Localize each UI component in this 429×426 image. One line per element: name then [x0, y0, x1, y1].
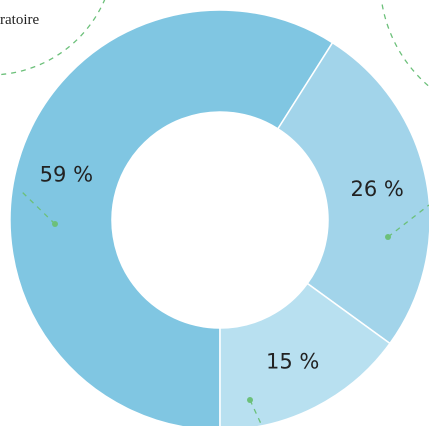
dot	[247, 397, 253, 403]
dot	[52, 221, 58, 227]
annotation: ratoire	[0, 12, 39, 28]
leader	[387, 204, 429, 238]
leader	[19, 189, 56, 225]
value-label: 26 %	[350, 177, 403, 201]
donut	[9, 9, 429, 426]
value-label: 15 %	[266, 350, 319, 374]
leader	[249, 399, 263, 426]
value-label: 59 %	[40, 162, 93, 186]
slice	[276, 41, 429, 345]
slice	[9, 9, 334, 426]
dot	[385, 234, 391, 240]
slice	[219, 282, 391, 426]
